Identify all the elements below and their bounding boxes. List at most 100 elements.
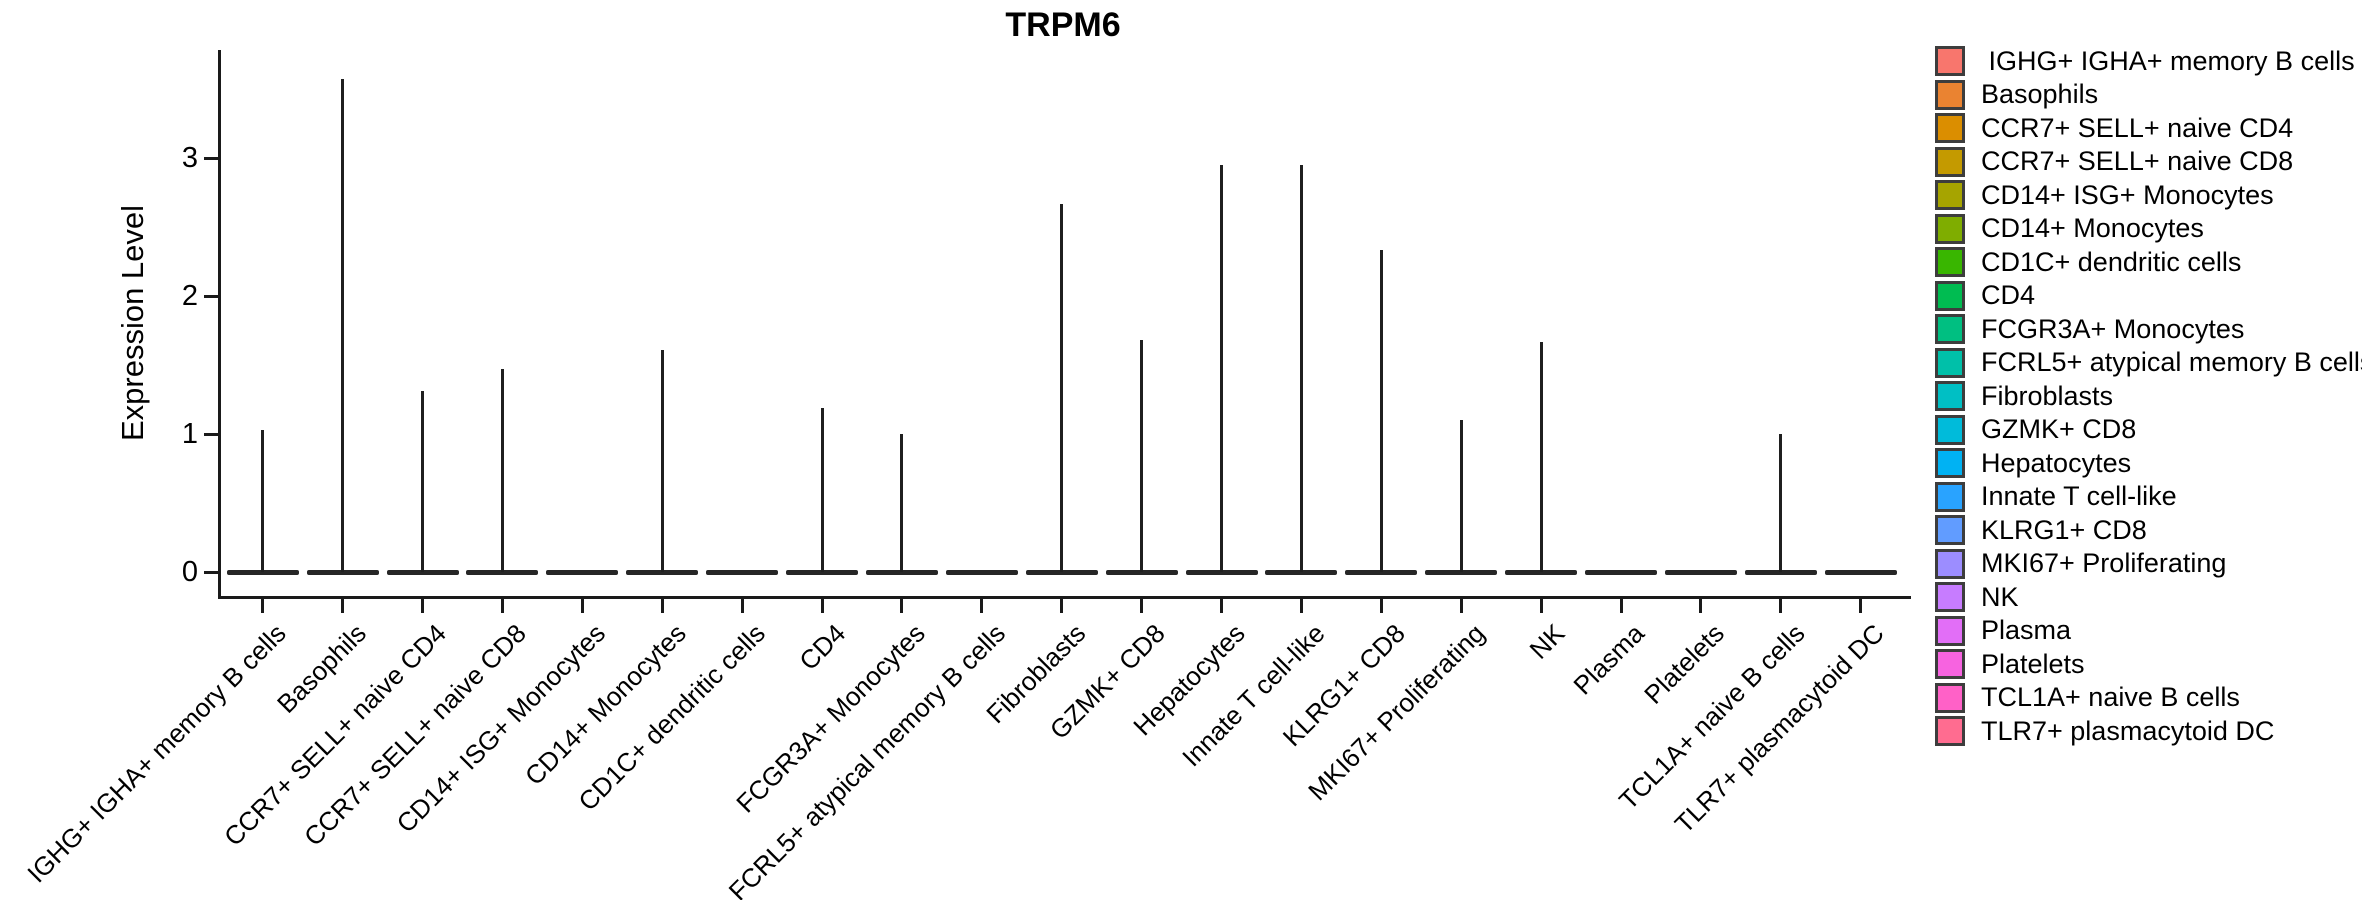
violin-baseline (306, 569, 379, 575)
legend-color-swatch (1935, 582, 1965, 612)
legend-item: TCL1A+ naive B cells (1935, 682, 2362, 713)
violin-spike (421, 391, 424, 572)
y-axis-tick (204, 432, 218, 436)
legend-item-label: GZMK+ CD8 (1981, 414, 2137, 444)
x-axis-tick (1699, 599, 1703, 613)
legend-item: TLR7+ plasmacytoid DC (1935, 716, 2362, 746)
legend-item: GZMK+ CD8 (1935, 414, 2362, 445)
legend-color-swatch (1935, 649, 1965, 679)
violin-spike (1779, 434, 1783, 572)
legend-color-swatch (1935, 682, 1965, 713)
legend-item-label: Platelets (1981, 648, 2085, 679)
legend-item: Platelets (1935, 649, 2362, 679)
legend-color-swatch (1935, 46, 1965, 76)
chart-title: TRPM6 (1005, 6, 1121, 44)
legend-item-label: IGHG+ IGHA+ memory B cells (1981, 45, 2355, 76)
legend-item-label: TLR7+ plasmacytoid DC (1981, 715, 2275, 746)
violin-spike (1459, 420, 1463, 572)
legend-item: Plasma (1935, 615, 2362, 646)
violin-baseline (945, 569, 1018, 575)
violin-baseline (1425, 569, 1498, 575)
violin-baseline (1025, 569, 1098, 575)
violin-spike (900, 434, 904, 572)
violin-spike (261, 429, 265, 572)
legend-item: CD14+ Monocytes (1935, 213, 2362, 244)
x-tick-label-text: NK (1523, 618, 1571, 665)
legend-item: CCR7+ SELL+ naive CD4 (1935, 113, 2362, 143)
legend-color-swatch (1935, 347, 1965, 378)
legend-item-label: FCGR3A+ Monocytes (1981, 313, 2245, 344)
violin-baseline (466, 569, 539, 575)
violin-spike (500, 369, 504, 572)
legend-color-swatch (1935, 615, 1965, 646)
violin-baseline (865, 569, 938, 575)
legend-color-swatch (1935, 548, 1965, 579)
violin-baseline (546, 569, 619, 575)
legend-color-swatch (1935, 716, 1965, 746)
x-axis-tick (421, 599, 424, 613)
legend-color-swatch (1935, 414, 1965, 445)
legend-item: NK (1935, 582, 2362, 612)
plot-panel (218, 50, 1911, 599)
violin-spike (341, 79, 345, 572)
legend-item: CD14+ ISG+ Monocytes (1935, 180, 2362, 210)
violin-baseline (1345, 569, 1418, 575)
x-axis-tick (820, 599, 824, 613)
legend-item: Fibroblasts (1935, 381, 2362, 411)
legend-item: FCGR3A+ Monocytes (1935, 314, 2362, 344)
x-tick-label-text: CD4 (793, 618, 852, 676)
legend-item-label: CCR7+ SELL+ naive CD4 (1981, 112, 2294, 143)
x-axis-tick (900, 599, 904, 613)
legend-item: Innate T cell-like (1935, 481, 2362, 512)
violin-baseline (1585, 569, 1657, 575)
x-axis-tick (261, 599, 265, 613)
legend-item-label: NK (1981, 581, 2019, 612)
legend-color-swatch (1935, 213, 1965, 244)
legend-color-swatch (1935, 381, 1965, 411)
legend-color-swatch (1935, 146, 1965, 177)
y-axis-tick (204, 570, 218, 574)
x-axis-tick (1779, 599, 1783, 613)
legend-item-label: Fibroblasts (1981, 380, 2114, 411)
y-axis-title-text: Expression Level (115, 204, 150, 442)
y-axis-tick (204, 294, 218, 298)
legend-item-label: KLRG1+ CD8 (1981, 514, 2147, 545)
violin-spike (820, 407, 824, 572)
legend-item: CD1C+ dendritic cells (1935, 247, 2362, 277)
legend: IGHG+ IGHA+ memory B cells Basophils CCR7+… (1935, 46, 2362, 750)
legend-item-label: CD14+ ISG+ Monocytes (1981, 179, 2274, 210)
x-axis-tick (500, 599, 504, 613)
violin-baseline (1505, 569, 1578, 575)
violin-baseline (386, 569, 459, 575)
violin-baseline (786, 569, 858, 575)
legend-item-label: FCRL5+ atypical memory B cells (1981, 347, 2362, 377)
violin-baseline (1105, 569, 1178, 575)
violin-baseline (706, 569, 779, 575)
legend-item-label: Innate T cell-like (1981, 481, 2177, 511)
legend-item-label: CCR7+ SELL+ naive CD8 (1981, 146, 2294, 176)
violin-baseline (626, 569, 699, 575)
x-axis-tick (580, 599, 584, 613)
x-tick-label-text: IGHG+ IGHA+ memory B cells (21, 618, 292, 889)
x-axis-tick (660, 599, 664, 613)
y-tick-label: 0 (181, 556, 198, 588)
x-axis-tick (1459, 599, 1463, 613)
legend-color-swatch (1935, 180, 1965, 210)
legend-item: CD4 (1935, 280, 2362, 311)
legend-item-label: CD14+ Monocytes (1981, 213, 2204, 243)
legend-color-swatch (1935, 314, 1965, 344)
violin-spike (1220, 164, 1223, 572)
violin-spike (1539, 341, 1543, 572)
legend-color-swatch (1935, 515, 1965, 545)
x-axis-tick (1060, 599, 1064, 613)
violin-baseline (1824, 569, 1897, 575)
legend-item: IGHG+ IGHA+ memory B cells (1935, 46, 2362, 76)
legend-color-swatch (1935, 481, 1965, 512)
legend-item-label: Basophils (1981, 79, 2099, 109)
violin-spike (1060, 203, 1064, 572)
violin-baseline (226, 569, 299, 575)
legend-color-swatch (1935, 448, 1965, 478)
legend-item-label: Plasma (1981, 615, 2072, 645)
legend-item: Basophils (1935, 79, 2362, 110)
